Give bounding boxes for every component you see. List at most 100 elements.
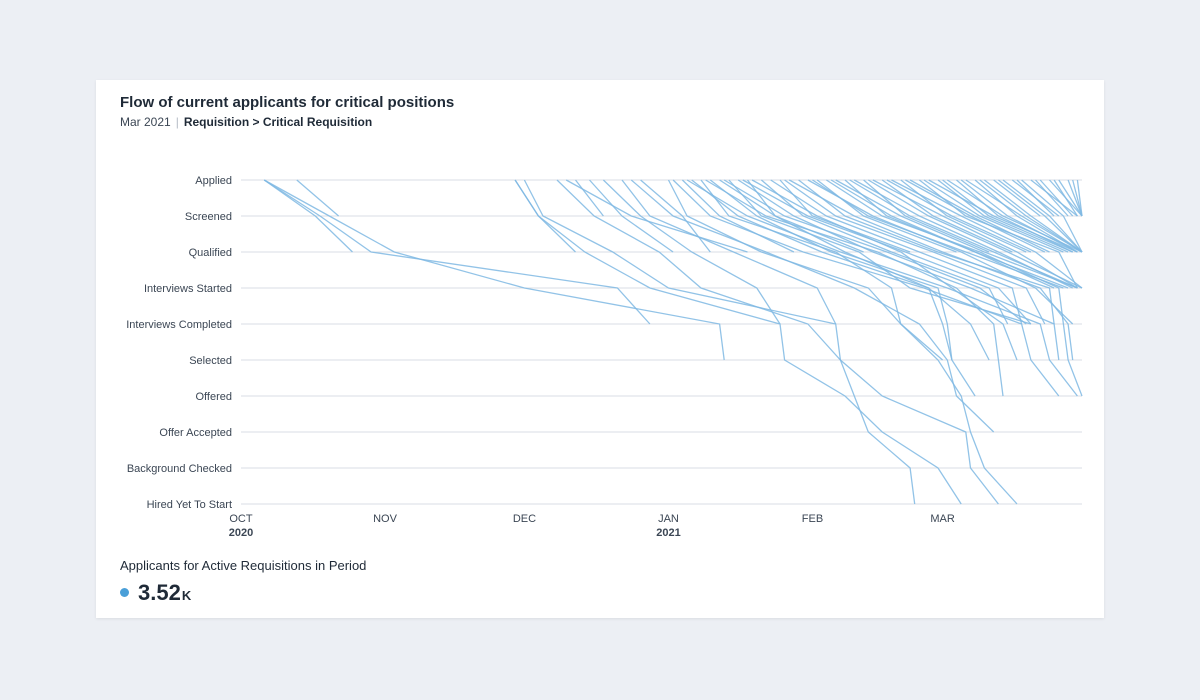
applicant-line-59: [630, 179, 995, 433]
applicant-line-28: [816, 179, 957, 253]
applicant-line-17: [719, 179, 990, 361]
applicant-line-10: [621, 179, 837, 325]
applicant-line-46: [984, 179, 1083, 253]
applicant-line-76: [998, 179, 1083, 253]
applicant-line-60: [672, 179, 1060, 397]
applicant-line-20: [746, 179, 864, 253]
applicant-line-13: [681, 179, 795, 253]
applicant-line-45: [974, 179, 1078, 253]
applicant-line-75: [979, 179, 1083, 253]
chart-card: Flow of current applicants for critical …: [96, 80, 1104, 618]
applicant-line-78: [1035, 179, 1069, 217]
metric-suffix: K: [181, 588, 192, 603]
metric: 3.52 K: [120, 580, 191, 606]
applicant-line-63: [723, 179, 1027, 325]
applicant-line-61: [686, 179, 1078, 397]
applicant-line-71: [905, 179, 1046, 253]
applicant-line-1: [263, 179, 651, 325]
applicant-line-14: [691, 179, 953, 361]
applicant-line-47: [993, 179, 1041, 217]
applicant-line-37: [900, 179, 1027, 253]
x-tick-label: OCT: [229, 513, 253, 525]
applicant-line-3: [296, 179, 340, 217]
applicant-line-35: [881, 179, 1013, 253]
applicant-line-40: [928, 179, 1078, 253]
applicant-line-69: [867, 179, 1083, 289]
applicant-line-38: [909, 179, 1050, 253]
applicant-line-74: [960, 179, 1078, 253]
applicant-line-56: [1076, 179, 1083, 217]
metric-value: 3.52: [138, 580, 181, 605]
applicant-line-62: [705, 179, 1004, 397]
applicant-line-41: [937, 179, 1069, 253]
subtitle-separator: |: [175, 115, 179, 129]
breadcrumb[interactable]: Requisition > Critical Requisition: [183, 115, 373, 129]
applicant-line-26: [798, 179, 1055, 325]
x-tick-year-label: 2021: [656, 527, 680, 539]
applicant-line-72: [923, 179, 1064, 253]
metric-label: Applicants for Active Requisitions in Pe…: [120, 558, 367, 573]
applicant-line-57: [602, 179, 781, 325]
stage-label: Selected: [189, 355, 232, 367]
applicant-line-19: [737, 179, 1060, 361]
chart-subtitle: Mar 2021 | Requisition > Critical Requisit…: [120, 115, 372, 129]
stage-label: Applied: [195, 175, 232, 187]
applicant-line-67: [830, 179, 1069, 289]
applicant-line-77: [1016, 179, 1055, 217]
applicant-line-15: [700, 179, 1018, 505]
applicant-line-52: [1039, 179, 1074, 217]
applicant-line-27: [807, 179, 1074, 325]
applicant-line-80: [1072, 179, 1083, 217]
applicant-line-68: [849, 179, 1078, 289]
applicant-line-55: [1067, 179, 1083, 217]
applicant-line-18: [728, 179, 1032, 325]
applicant-line-48: [1002, 179, 1083, 253]
applicant-line-0: [263, 179, 353, 253]
stage-label: Interviews Completed: [126, 319, 232, 331]
applicant-line-65: [784, 179, 1046, 325]
applicant-line-58: [565, 179, 748, 253]
x-tick-label: JAN: [658, 513, 679, 525]
applicant-line-43: [956, 179, 1073, 253]
stage-label: Background Checked: [127, 463, 232, 475]
applicant-line-30: [835, 179, 1078, 289]
stage-label: Qualified: [189, 247, 232, 259]
flow-chart: Applied Screened Qualified Interviews Start…: [126, 175, 1083, 539]
x-tick-label: DEC: [513, 513, 536, 525]
applicant-line-11: [640, 179, 711, 253]
x-tick-year-label: 2020: [229, 527, 253, 539]
applicant-line-29: [826, 179, 1083, 397]
x-tick-label: NOV: [373, 513, 398, 525]
stage-label: Offered: [196, 391, 233, 403]
applicant-line-64: [742, 179, 1032, 325]
applicant-line-36: [891, 179, 1083, 289]
applicant-lines: [263, 179, 1083, 505]
applicant-line-51: [1030, 179, 1078, 217]
applicant-line-24: [779, 179, 911, 253]
x-tick-label: FEB: [802, 513, 823, 525]
applicant-line-50: [1021, 179, 1083, 253]
applicant-line-5: [514, 179, 962, 505]
stage-label: Screened: [185, 211, 232, 223]
date-axis-labels: OCT 2020 NOV DEC JAN 2021 FEB MAR: [229, 513, 955, 539]
applicant-line-70: [886, 179, 1032, 253]
applicant-line-23: [770, 179, 1023, 325]
stage-label: Offer Accepted: [159, 427, 232, 439]
applicant-line-42: [946, 179, 1083, 253]
applicant-line-33: [863, 179, 990, 253]
applicant-line-66: [812, 179, 1064, 289]
metric-dot: [120, 588, 129, 597]
applicant-line-9: [589, 179, 674, 253]
applicant-line-39: [919, 179, 1078, 289]
stage-label: Hired Yet To Start: [147, 499, 232, 511]
applicant-line-2: [263, 179, 725, 361]
applicant-line-73: [942, 179, 1073, 253]
applicant-line-25: [788, 179, 1074, 361]
chart-title: Flow of current applicants for critical …: [120, 94, 455, 111]
x-tick-label: MAR: [930, 513, 955, 525]
applicant-line-44: [965, 179, 1083, 253]
applicant-line-79: [1053, 179, 1078, 217]
applicant-line-8: [574, 179, 604, 217]
stage-labels: Applied Screened Qualified Interviews Start…: [126, 175, 232, 511]
applicant-line-16: [709, 179, 976, 397]
